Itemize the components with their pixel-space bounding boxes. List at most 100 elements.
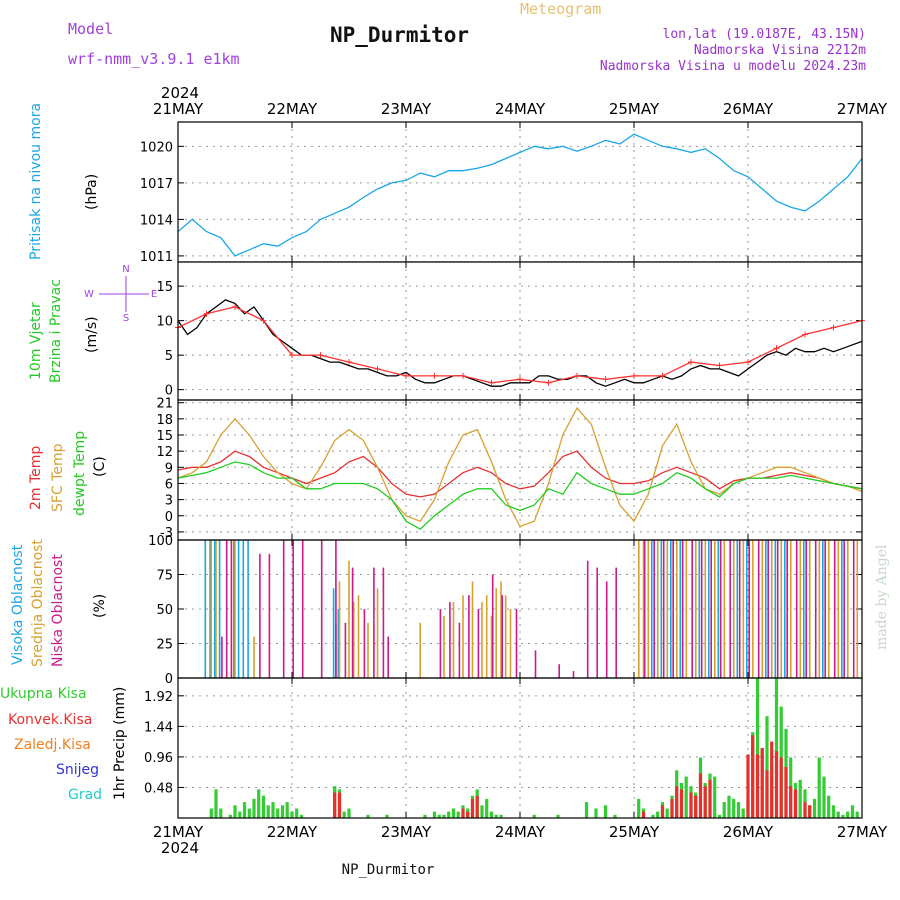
y-tick-label: -3	[160, 526, 173, 541]
bar-high_cloud	[237, 540, 240, 678]
bar-high_cloud	[660, 540, 663, 678]
bar-conv_precip	[470, 798, 475, 818]
bottom-date-label: 27MAY	[837, 823, 888, 841]
footer-station: NP_Durmitor	[342, 862, 435, 878]
bar-mid_cloud	[485, 595, 488, 678]
bar-total_precip	[594, 808, 598, 818]
cloud-panel: Visoka Oblacnost Srednja Oblacnost Niska…	[10, 534, 863, 687]
cloud-unit: (%)	[92, 594, 108, 618]
bar-total_precip	[271, 802, 275, 818]
gust-marker	[488, 379, 495, 386]
bar-total_precip	[651, 814, 655, 818]
bar-high_cloud	[822, 540, 824, 678]
y-tick-label: 21	[156, 397, 173, 412]
bar-mid_cloud	[752, 540, 754, 678]
precip-unit: 1hr Precip (mm)	[112, 687, 128, 800]
legend-frz: Zaledj.Kisa	[14, 737, 91, 753]
bar-conv_precip	[708, 779, 712, 818]
bar-mid_cloud	[481, 602, 483, 678]
bar-conv_precip	[751, 735, 755, 818]
y-tick-label: 18	[156, 413, 173, 428]
bar-total_precip	[822, 776, 826, 818]
bar-low_cloud	[572, 671, 575, 678]
bar-mid_cloud	[723, 540, 726, 678]
bar-mid_cloud	[352, 602, 355, 678]
gust-marker	[830, 324, 837, 331]
bar-mid_cloud	[215, 540, 217, 678]
bar-mid_cloud	[837, 540, 840, 678]
bar-total_precip	[736, 802, 741, 818]
bar-mid_cloud	[761, 540, 764, 678]
bar-total_precip	[266, 805, 270, 818]
bar-high_cloud	[803, 540, 805, 678]
coords-text: lon,lat (19.0187E, 43.15N)	[663, 27, 867, 42]
top-date-label: 23MAY	[381, 100, 432, 118]
y-tick-label: 0	[165, 672, 173, 687]
y-tick-label: 25	[156, 638, 173, 653]
dewpt-label: dewpt Temp	[72, 431, 88, 516]
bar-mid_cloud	[666, 540, 669, 678]
model-name: wrf-nmm_v3.9.1 e1km	[68, 50, 240, 68]
bar-high_cloud	[679, 540, 682, 678]
bar-total_precip	[280, 805, 285, 818]
bar-low_cloud	[615, 567, 617, 678]
year-top: 2024	[161, 84, 199, 102]
bar-mid_cloud	[357, 595, 360, 678]
bar-low_cloud	[351, 567, 354, 678]
bar-low_cloud	[468, 595, 470, 678]
bar-conv_precip	[337, 792, 342, 818]
bar-mid_cloud	[714, 540, 716, 678]
bar-conv_precip	[774, 751, 779, 818]
y-tick-label: 0	[165, 384, 173, 399]
bar-mid_cloud	[790, 540, 792, 678]
pressure-unit: (hPa)	[84, 174, 100, 210]
bar-high_cloud	[209, 540, 211, 678]
top-date-label: 22MAY	[267, 100, 318, 118]
sfc-temp-label: SFC Temp	[50, 443, 66, 512]
y-tick-label: 12	[156, 445, 173, 460]
bar-conv_precip	[660, 805, 665, 818]
temperature-panel: 2m Temp SFC Temp dewpt Temp (C) -303 6912…	[28, 397, 863, 541]
bar-mid_cloud	[657, 540, 659, 678]
bar-mid_cloud	[210, 540, 212, 678]
bar-low_cloud	[653, 540, 655, 678]
bar-low_cloud	[710, 540, 712, 678]
gust-marker	[716, 362, 723, 369]
bar-conv_precip	[755, 754, 760, 818]
gust-marker	[602, 376, 609, 383]
bar-conv_precip	[694, 795, 698, 818]
bar-total_precip	[722, 802, 726, 818]
gust-marker	[317, 352, 324, 359]
bottom-date-label: 21MAY	[153, 823, 204, 841]
bar-mid_cloud	[471, 581, 474, 678]
bar-low_cloud	[491, 574, 494, 678]
bar-total_precip	[480, 805, 484, 818]
bar-conv_precip	[765, 770, 769, 818]
bar-total_precip	[432, 811, 437, 818]
bar-low_cloud	[501, 595, 503, 678]
model-elevation-text: Nadmorska Visina u modelu 2024.23m	[600, 59, 866, 74]
y-tick-label: 9	[165, 461, 173, 476]
bar-total_precip	[456, 811, 460, 818]
bar-total_precip	[727, 795, 731, 818]
compass-west: W	[84, 289, 94, 300]
bar-high_cloud	[784, 540, 786, 678]
bar-total_precip	[665, 808, 669, 818]
top-date-axis: 21MAY 22MAY 23MAY 24MAY 25MAY 26MAY 27MAY	[153, 100, 888, 118]
bar-mid_cloud	[809, 540, 811, 678]
y-tick-label: 0.96	[144, 751, 173, 766]
bar-high_cloud	[765, 540, 767, 678]
bar-conv_precip	[461, 808, 465, 818]
top-date-label: 27MAY	[837, 100, 888, 118]
bar-low_cloud	[221, 636, 223, 678]
bar-low_cloud	[681, 540, 684, 678]
y-tick-label: 1.44	[144, 720, 173, 735]
bar-total_precip	[846, 811, 850, 818]
bar-mid_cloud	[367, 622, 369, 678]
y-tick-label: 3	[165, 494, 173, 509]
bar-high_cloud	[736, 540, 739, 678]
bottom-date-label: 26MAY	[723, 823, 774, 841]
bar-total_precip	[385, 814, 389, 818]
bar-low_cloud	[382, 567, 385, 678]
bar-total_precip	[285, 802, 289, 818]
